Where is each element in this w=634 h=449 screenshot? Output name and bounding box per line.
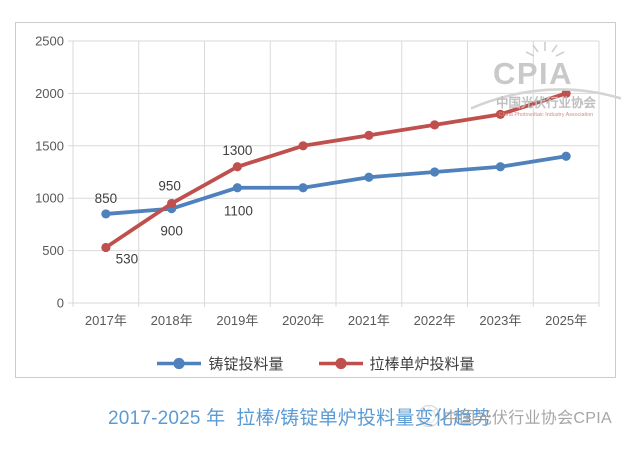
chart-caption: 2017-2025 年 拉棒/铸锭单炉投料量变化趋势 [108,408,492,429]
legend-dot [173,357,186,369]
x-tick-label: 2025年 [545,313,587,328]
data-point-marker [232,183,242,193]
x-tick-label: 2018年 [151,313,193,328]
x-tick-label: 2023年 [479,313,521,328]
cpia-seal-icon [417,404,441,428]
legend-marker-icon [157,357,202,369]
legend-marker-icon [318,357,363,369]
data-label: 950 [158,178,181,193]
y-tick-label: 1000 [35,191,64,206]
data-point-marker [364,130,374,140]
data-point-marker [167,198,177,209]
y-tick-label: 2000 [35,86,64,101]
y-tick-label: 2500 [35,34,64,49]
legend-label: 拉棒单炉投料量 [369,355,475,373]
data-label: 1300 [222,143,252,158]
y-tick-label: 0 [57,296,64,311]
plot-area: 0 500 1000 1500 2000 2500 2017年 2018年 2019年 2020年… [35,34,600,328]
x-tick-label: 2021年 [348,313,390,328]
footer-watermark-text: 中国光伏行业协会CPIA [443,410,612,427]
x-tick-label: 2020年 [282,313,324,328]
data-label: 530 [116,251,139,266]
data-point-marker [298,141,308,151]
legend-item: 拉棒单炉投料量 [318,353,475,374]
data-point-marker [364,172,374,182]
y-tick-label: 1500 [35,138,64,153]
x-tick-label: 2022年 [414,313,456,328]
data-label: 850 [95,191,118,206]
series-line [103,91,569,250]
chart-legend: 铸锭投料量 拉棒单炉投料量 [16,351,615,375]
chart-container: 0 500 1000 1500 2000 2500 2017年 2018年 2019年 2020年… [15,22,624,378]
legend-label: 铸锭投料量 [208,355,284,373]
data-point-marker [298,183,308,193]
data-label: 900 [160,224,183,239]
data-point-marker [430,120,440,130]
legend-item: 铸锭投料量 [156,353,284,374]
data-point-marker [495,162,505,172]
footer-watermark: 中国光伏行业协会CPIA [416,403,612,429]
data-label: 1100 [224,204,253,219]
y-tick-label: 500 [42,243,64,258]
series-line [103,154,569,216]
data-point-marker [561,151,571,161]
legend-dot [334,357,347,369]
data-point-marker [561,88,571,98]
x-tick-label: 2017年 [85,313,127,328]
data-point-marker [430,167,440,177]
data-point-marker [101,209,111,219]
x-tick-label: 2019年 [216,313,258,328]
data-point-marker [495,109,505,119]
data-point-marker [232,162,242,172]
data-point-marker [101,242,111,253]
